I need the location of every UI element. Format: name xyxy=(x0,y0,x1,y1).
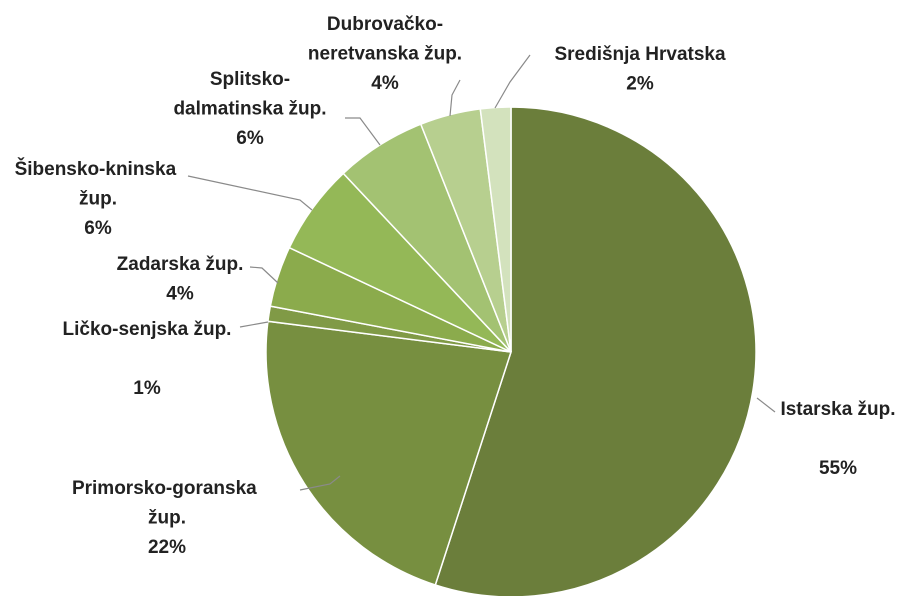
value-label: 2% xyxy=(626,74,654,95)
leader-line xyxy=(494,54,531,109)
value-label: 4% xyxy=(371,73,399,94)
leader-line xyxy=(249,266,279,284)
slice-label: Istarska žup. xyxy=(780,399,895,420)
value-label: 55% xyxy=(819,458,857,479)
leader-line xyxy=(756,397,776,413)
slice-label: Splitsko-dalmatinska žup. xyxy=(173,69,326,120)
value-label: 4% xyxy=(166,284,194,305)
pie-slice xyxy=(434,106,757,596)
slice-label: Dubrovačko-neretvanska žup. xyxy=(308,14,462,65)
value-label: 22% xyxy=(148,537,186,558)
slice-label: Zadarska žup. xyxy=(117,254,244,275)
pie-slice xyxy=(265,320,512,586)
leader-line xyxy=(239,321,269,328)
leader-line xyxy=(187,175,313,211)
leader-line xyxy=(449,79,461,117)
slice-label: Središnja Hrvatska xyxy=(554,44,726,65)
value-label: 6% xyxy=(236,128,264,149)
value-label: 6% xyxy=(84,218,112,239)
slice-label: Primorsko-goranska žup. xyxy=(72,478,262,529)
slice-label: Šibensko-kninska žup. xyxy=(15,158,182,210)
leader-line xyxy=(299,475,341,491)
slice-label: Ličko-senjska žup. xyxy=(63,319,232,340)
leader-line xyxy=(345,117,381,146)
value-label: 1% xyxy=(133,378,161,399)
